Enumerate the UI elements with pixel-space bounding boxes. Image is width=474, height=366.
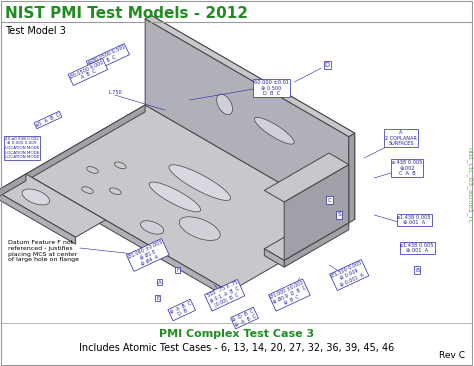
Polygon shape	[145, 15, 355, 137]
Polygon shape	[284, 223, 349, 267]
Text: L.750: L.750	[108, 90, 122, 94]
Polygon shape	[255, 117, 294, 144]
Text: ⌀.438 0.005
⊕.002
C  A  B: ⌀.438 0.005 ⊕.002 C A B	[392, 160, 422, 176]
Text: Ø0.0500 4.000
A  B  C: Ø0.0500 4.000 A B C	[69, 59, 107, 85]
Polygon shape	[151, 15, 355, 219]
Text: ⊕  D  B  C
⊕  A  B  C: ⊕ D B C ⊕ A B C	[231, 308, 257, 328]
Polygon shape	[217, 94, 233, 115]
Polygon shape	[145, 19, 349, 223]
Polygon shape	[284, 165, 349, 260]
Polygon shape	[0, 191, 75, 244]
Polygon shape	[87, 167, 98, 173]
Polygon shape	[149, 182, 201, 212]
Polygon shape	[115, 162, 126, 169]
Text: C: C	[327, 198, 331, 202]
Text: Datum Feature F not
referenced - justifies
placing MCS at center
of large hole o: Datum Feature F not referenced - justifi…	[8, 240, 79, 262]
Polygon shape	[0, 174, 105, 237]
Text: ⌀1.438 0.005
⊕.001  A: ⌀1.438 0.005 ⊕.001 A	[401, 243, 434, 253]
Text: NIST PMI Test Models - 2012: NIST PMI Test Models - 2012	[5, 5, 248, 20]
Polygon shape	[26, 105, 145, 181]
Text: ⌀5  A  B  C: ⌀5 A B C	[35, 112, 61, 128]
Polygon shape	[169, 165, 230, 201]
Text: ⊕Ø0.0500 0.500
A  B  C: ⊕Ø0.0500 0.500 A B C	[87, 45, 128, 71]
Text: A: A	[158, 280, 162, 284]
Text: Ø1.500 0.005
⊕ 0.009
⊕ 0.001  A: Ø1.500 0.005 ⊕ 0.009 ⊕ 0.001 A	[331, 261, 368, 290]
Polygon shape	[109, 188, 121, 195]
Text: Rev C: Rev C	[439, 351, 465, 361]
Text: 4X ⌀0.938 0.002
⊕ 0.005 0.009
LOCATION MODE
LOCATION MODE
LOCATION MODE: 4X ⌀0.938 0.002 ⊕ 0.005 0.009 LOCATION M…	[5, 137, 39, 159]
Text: D: D	[325, 62, 330, 68]
Text: S: S	[337, 213, 341, 217]
Polygon shape	[349, 133, 355, 223]
Text: F: F	[176, 268, 179, 273]
Polygon shape	[264, 211, 349, 260]
Polygon shape	[264, 153, 349, 202]
Text: nist_ctc_03_asme1_rc: nist_ctc_03_asme1_rc	[466, 147, 474, 223]
Text: Test Model 3: Test Model 3	[5, 26, 66, 36]
Text: Ø1.060 ±0.003
⊕ Ø1 E
⊕ Ø4  A: Ø1.060 ±0.003 ⊕ Ø1 E ⊕ Ø4 A	[128, 240, 168, 270]
Text: 60.000 ±0.01
⊕ 0.500
D  B  C: 60.000 ±0.01 ⊕ 0.500 D B C	[254, 80, 289, 96]
Text: PMI Complex Test Case 3: PMI Complex Test Case 3	[159, 329, 314, 339]
Text: ⊕  A  B  C
D  B: ⊕ A B C D B	[169, 300, 194, 320]
Text: ⌀1.438 0.005
⊕.001  A: ⌀1.438 0.005 ⊕.001 A	[397, 214, 431, 225]
Polygon shape	[179, 217, 220, 240]
Polygon shape	[140, 221, 164, 234]
Polygon shape	[26, 174, 229, 299]
Polygon shape	[0, 174, 26, 198]
Text: A
2 COPLANAR
SURFACES: A 2 COPLANAR SURFACES	[385, 130, 417, 146]
Polygon shape	[264, 249, 284, 267]
Polygon shape	[26, 105, 349, 292]
Polygon shape	[82, 187, 93, 193]
Text: .500  .75 X .75
⊕ 0.1  A  B  C
|0.00|  B  C: .500 .75 X .75 ⊕ 0.1 A B C |0.00| B C	[205, 280, 244, 310]
Polygon shape	[22, 189, 50, 205]
Text: E: E	[156, 295, 159, 300]
Text: Ø1.000 ±0.003
⊕ Ø0.9  D  B  C
⊕  B  C: Ø1.000 ±0.003 ⊕ Ø0.9 D B C ⊕ B C	[270, 280, 310, 310]
Text: Includes Atomic Test Cases - 6, 13, 14, 20, 27, 32, 36, 39, 45, 46: Includes Atomic Test Cases - 6, 13, 14, …	[79, 343, 394, 353]
Text: B: B	[415, 268, 419, 273]
